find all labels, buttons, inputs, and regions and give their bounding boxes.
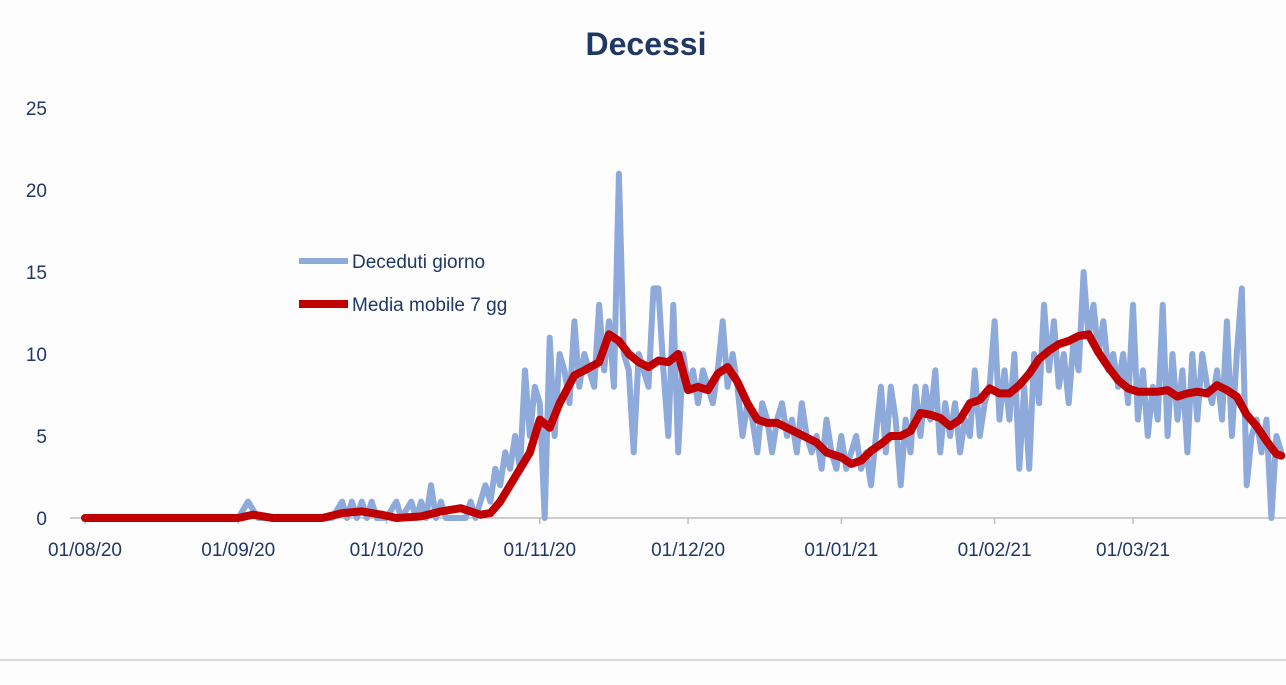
series-line-media-mobile xyxy=(81,330,1286,522)
plot-area xyxy=(81,170,1286,522)
legend-label-deceduti: Deceduti giorno xyxy=(352,252,485,273)
y-tick-label: 0 xyxy=(36,509,47,530)
bottom-divider xyxy=(0,659,1286,661)
x-tick-label: 01/10/20 xyxy=(350,540,424,561)
x-tick-label: 01/02/21 xyxy=(958,540,1032,561)
x-tick-label: 01/12/20 xyxy=(651,540,725,561)
x-tick-label: 01/11/20 xyxy=(504,540,577,561)
y-tick-label: 25 xyxy=(26,99,47,120)
x-tick-label: 01/08/20 xyxy=(48,540,122,561)
legend: Deceduti giorno Media mobile 7 gg xyxy=(299,252,507,316)
series-line-deceduti-giorno xyxy=(82,170,1285,521)
x-tick-label: 01/09/20 xyxy=(201,540,275,561)
legend-item-media: Media mobile 7 gg xyxy=(299,295,507,316)
x-tick-label: 01/03/21 xyxy=(1096,540,1170,561)
legend-item-deceduti: Deceduti giorno xyxy=(299,252,485,273)
y-tick-label: 10 xyxy=(26,345,47,366)
y-tick-label: 20 xyxy=(26,181,47,202)
y-tick-label: 15 xyxy=(26,263,47,284)
x-axis: 01/08/20 01/09/20 01/10/20 01/11/20 01/12/20… xyxy=(48,517,1286,561)
legend-label-media: Media mobile 7 gg xyxy=(352,295,507,316)
y-tick-label: 5 xyxy=(36,427,47,448)
chart-title: Decessi xyxy=(586,26,707,62)
y-axis: 0 5 10 15 20 25 xyxy=(26,99,47,530)
x-tick-label: 01/01/21 xyxy=(804,540,878,561)
